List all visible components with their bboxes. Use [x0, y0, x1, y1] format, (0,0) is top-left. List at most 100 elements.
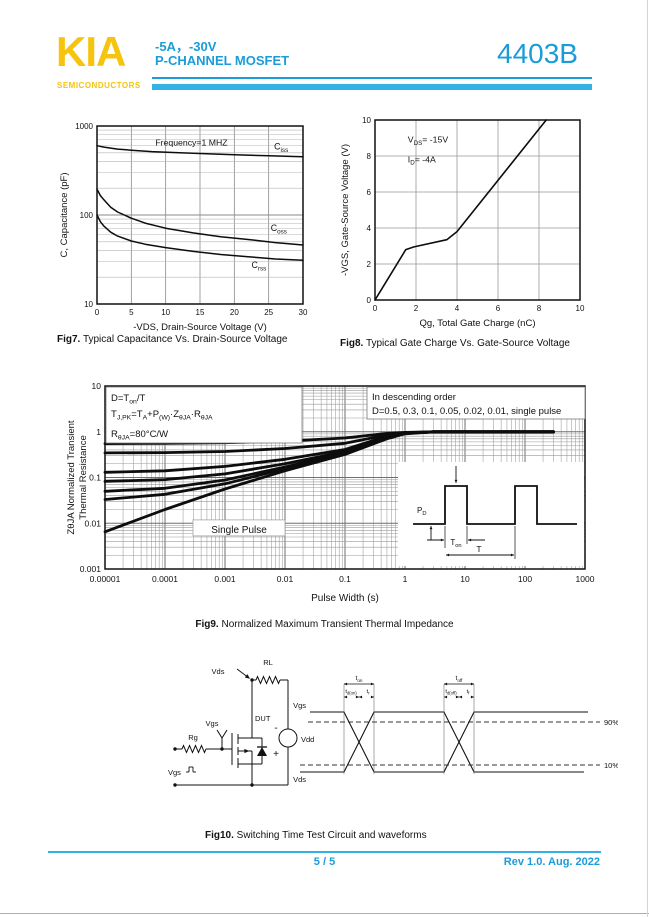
vgs-source-label: Vgs	[168, 768, 181, 777]
fig7-annotation: Frequency=1 MHZ	[155, 138, 228, 148]
fig8-y-tick-label: 10	[362, 116, 371, 125]
fig9-inset-pd-label: PD	[417, 506, 427, 517]
fig7-x-tick-label: 15	[196, 308, 205, 317]
fig8-annotation: ID= -4A	[408, 154, 436, 166]
fig7-series-label: Ciss	[274, 141, 288, 153]
wave-vgs-label: Vgs	[293, 701, 306, 710]
fig7-y-tick-label: 100	[80, 211, 94, 220]
wave-vds-label: Vds	[293, 775, 306, 784]
fig10-caption-label: Fig10.	[205, 830, 234, 841]
fig9-x-tick-label: 100	[518, 574, 532, 584]
fig8-caption-text: Typical Gate Charge Vs. Gate-Source Volt…	[363, 338, 570, 349]
fig7-y-axis-label: C, Capacitance (pF)	[59, 172, 70, 257]
t-f-label: tf	[467, 689, 471, 696]
revision-label: Rev 1.0. Aug. 2022	[503, 856, 600, 868]
fig8-plot-svg: 0 2 4 6 8 10 0 2 4 6 8 10 Qg, Total Gate Charge (nC)…	[340, 116, 585, 329]
t-off-label: toff	[456, 675, 464, 683]
fig9-caption-label: Fig9.	[195, 619, 219, 630]
fig9-x-tick-label: 0.01	[277, 574, 294, 584]
fig9-caption-text: Normalized Maximum Transient Thermal Imp…	[218, 619, 454, 630]
t-d-off-label: td(off)	[445, 689, 457, 696]
fig7-series-coss	[96, 188, 304, 246]
fig8-series-gate-charge	[374, 119, 547, 301]
fig8-caption-label: Fig8.	[340, 338, 364, 349]
fig7-y-tick-label: 1000	[75, 122, 93, 131]
fig8-annotation: VDS= -15V	[408, 135, 449, 147]
vgs-probe-label: Vgs	[206, 719, 219, 728]
t-r-label: tr	[366, 689, 370, 696]
fig7-series-ciss	[96, 144, 304, 158]
fig9-series-single-pulse	[103, 430, 555, 534]
fig9-y-tick-label: 0.01	[84, 518, 101, 528]
fig7-x-tick-label: 5	[129, 308, 134, 317]
fig9-y-axis-label: Thermal Resistance	[78, 435, 89, 519]
fig9-order-note: In descending order	[372, 392, 456, 403]
fig8-x-tick-label: 10	[576, 304, 585, 313]
fig7-series-label: Coss	[271, 223, 287, 235]
part-number: 4403B	[497, 38, 578, 69]
fig9-y-tick-label: 0.1	[89, 473, 101, 483]
fig10-diagram: RL Vds DUT Vgs Rg Vdd - + Vgs ton td(on) tr toff td(o…	[148, 648, 619, 821]
fig7-x-axis-label: -VDS, Drain-Source Voltage (V)	[133, 322, 267, 333]
fig9-pulse-inset	[413, 466, 577, 559]
fig9-single-pulse-label: Single Pulse	[211, 525, 267, 536]
fig7-series-crss	[96, 214, 304, 262]
fig8-x-tick-label: 4	[455, 304, 460, 313]
device-type: P-CHANNEL MOSFET	[155, 53, 290, 68]
vdd-plus-sign: +	[273, 749, 279, 760]
brand-logo: KIA	[56, 28, 126, 75]
fig8-caption: Fig8. Typical Gate Charge Vs. Gate-Sourc…	[340, 338, 570, 349]
brand-logo-subtitle: SEMICONDUCTORS	[57, 81, 141, 90]
fig7-x-tick-label: 30	[299, 308, 308, 317]
fig9-y-tick-label: 10	[92, 381, 102, 391]
fig9-legend-line: TJ,PK=TA+P(W)·ZθJA·RθJA	[111, 409, 213, 422]
fig9-x-tick-label: 10	[460, 574, 470, 584]
fig7-y-tick-label: 10	[84, 300, 93, 309]
fig9-x-tick-label: 0.001	[214, 574, 236, 584]
fig9-x-tick-label: 1000	[576, 574, 595, 584]
fig9-legend-line: RθJA=80°C/W	[111, 429, 168, 442]
fig7-x-tick-label: 10	[161, 308, 170, 317]
fig9-order-note: D=0.5, 0.3, 0.1, 0.05, 0.02, 0.01, singl…	[372, 406, 561, 417]
fig7-x-tick-label: 25	[264, 308, 273, 317]
fig9-chart: 0.00001 0.0001 0.001 0.01 0.1 1 10 100 1000 0.001…	[60, 378, 607, 621]
fig7-caption-label: Fig7.	[57, 334, 81, 345]
fig8-y-tick-label: 8	[367, 152, 372, 161]
page-indicator: 5 / 5	[313, 856, 336, 868]
vdd-minus-sign: -	[274, 723, 277, 734]
fig7-plot-svg: Ciss Coss Crss 0 5 10 15 20 25 30 10 100 1000 -VDS, D…	[59, 122, 308, 333]
fig8-y-tick-label: 2	[367, 260, 372, 269]
fig9-x-tick-label: 0.00001	[90, 574, 121, 584]
fig10-svg: RL Vds DUT Vgs Rg Vdd - + Vgs ton td(on) tr toff td(o…	[168, 658, 619, 787]
fig7-caption-text: Typical Capacitance Vs. Drain-Source Vol…	[80, 334, 288, 345]
fig8-chart: 0 2 4 6 8 10 0 2 4 6 8 10 Qg, Total Gate Charge (nC)…	[338, 106, 598, 351]
fig10-caption-text: Switching Time Test Circuit and waveform…	[233, 830, 427, 841]
fig9-y-axis-label: ZθJA Normalized Transient	[66, 420, 77, 534]
fig9-inset-period-label: T	[476, 544, 481, 554]
fig9-y-tick-label: 0.001	[80, 564, 102, 574]
page-edge-right	[647, 0, 648, 917]
fig7-x-tick-label: 20	[230, 308, 239, 317]
fig9-y-tick-label: 1	[96, 427, 101, 437]
vdd-label: Vdd	[301, 735, 314, 744]
fig9-legend-line: D=Ton/T	[111, 393, 145, 406]
fig8-x-tick-label: 6	[496, 304, 501, 313]
header-rule-thick	[152, 84, 592, 90]
rg-label: Rg	[188, 733, 198, 742]
t-d-on-label: td(on)	[345, 689, 357, 696]
fig8-x-tick-label: 0	[373, 304, 378, 313]
t-on-label: ton	[356, 675, 363, 683]
fig8-y-axis-label: -VGS, Gate-Source Voltage (V)	[340, 144, 351, 276]
footer-rule	[48, 851, 601, 853]
header-rule-thin	[152, 77, 592, 79]
fig8-y-tick-label: 0	[367, 296, 372, 305]
fig8-y-tick-label: 6	[367, 188, 372, 197]
ninety-percent-label: 90%	[604, 718, 618, 727]
waveform-timing-annotations	[344, 682, 474, 699]
rl-label: RL	[263, 658, 273, 667]
fig7-series-label: Crss	[252, 260, 267, 272]
fig9-x-axis-label: Pulse Width (s)	[311, 593, 379, 604]
fig8-x-tick-label: 8	[537, 304, 542, 313]
device-rating: -5A，-30V	[155, 39, 217, 54]
